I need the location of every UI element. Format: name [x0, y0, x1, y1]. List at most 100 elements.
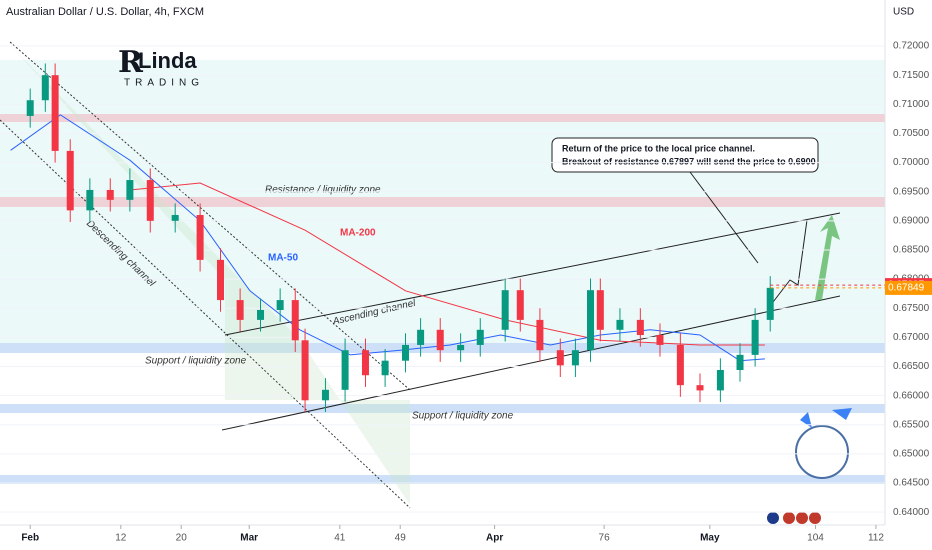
- y-tick-label: 0.71000: [893, 99, 930, 110]
- candle-body: [736, 354, 744, 371]
- callout-text: Breakout of resistance 0.67897 will send…: [562, 156, 816, 166]
- channel-line: [9, 41, 411, 391]
- candle-body: [236, 300, 244, 320]
- flag: [783, 512, 795, 524]
- zone-label: Support / liquidity zone: [145, 356, 247, 367]
- candle-body: [436, 329, 444, 351]
- candle-body: [417, 329, 425, 345]
- candle-body: [636, 319, 644, 336]
- candle-body: [86, 189, 94, 211]
- y-tick-label: 0.70000: [893, 157, 930, 168]
- candle-body: [587, 290, 595, 351]
- projection: [769, 219, 808, 307]
- channel-line: [224, 212, 841, 336]
- mascot-head: [795, 425, 849, 479]
- zone-label: Resistance / liquidity zone: [265, 185, 381, 196]
- candle-body: [766, 287, 774, 320]
- y-tick-label: 0.70500: [893, 128, 930, 139]
- candle-body: [146, 180, 154, 221]
- y-tick-label: 0.66500: [893, 361, 930, 372]
- x-tick-label: May: [700, 533, 720, 544]
- x-tick-label: 41: [334, 533, 346, 544]
- x-tick-label: 112: [868, 533, 884, 544]
- x-tick-label: Feb: [21, 533, 39, 544]
- flag: [767, 512, 779, 524]
- channel-fill: [10, 45, 410, 505]
- y-tick-label: 0.67500: [893, 303, 930, 314]
- moving-average: [10, 114, 765, 362]
- x-tick-label: 104: [807, 533, 824, 544]
- y-tick-label: 0.69000: [893, 215, 930, 226]
- price-tag-label: 0.67849: [888, 283, 925, 294]
- flag: [809, 512, 821, 524]
- candle-body: [596, 290, 604, 330]
- candle-body: [171, 215, 179, 221]
- candle-body: [381, 360, 389, 376]
- candle-body: [571, 350, 579, 366]
- y-tick-label: 0.72000: [893, 41, 930, 52]
- logo-tagline: TRADING: [124, 78, 204, 89]
- mascot: [795, 408, 852, 479]
- y-tick-label: 0.67000: [893, 332, 930, 343]
- candle-body: [291, 300, 299, 341]
- y-tick-label: 0.65000: [893, 449, 930, 460]
- candle-body: [26, 100, 34, 116]
- mascot-bow: [800, 408, 852, 428]
- candle-body: [401, 344, 409, 361]
- zone-label: Support / liquidity zone: [412, 411, 514, 422]
- symbol-title: Australian Dollar / U.S. Dollar, 4h, FXC…: [6, 6, 204, 18]
- candle-body: [656, 335, 664, 345]
- x-tick-label: 12: [115, 533, 127, 544]
- top-zone: [0, 114, 885, 122]
- candle-body: [341, 350, 349, 390]
- candle-body: [276, 300, 284, 310]
- logo-mark: R: [118, 45, 144, 80]
- candle-body: [301, 340, 309, 401]
- y-tick-label: 0.64500: [893, 478, 930, 489]
- callout: [551, 137, 819, 173]
- support-zone: [0, 404, 885, 413]
- flags: [767, 512, 821, 524]
- candle-body: [196, 215, 204, 260]
- bottom-zone: [0, 475, 885, 484]
- y-tick-label: 0.69500: [893, 186, 930, 197]
- ma-label: MA-50: [268, 253, 298, 264]
- y-tick-label: 0.66000: [893, 390, 930, 401]
- candle-body: [556, 350, 564, 366]
- x-tick-label: Apr: [486, 533, 503, 544]
- candle-body: [676, 344, 684, 386]
- candle-body: [361, 350, 369, 376]
- callout-text: Return of the price to the local price c…: [562, 143, 755, 153]
- candle-body: [501, 290, 509, 330]
- x-tick-label: 20: [176, 533, 188, 544]
- ma-label: MA-200: [340, 228, 376, 239]
- candle-body: [321, 389, 329, 401]
- candle-body: [536, 319, 544, 351]
- candle-body: [696, 385, 704, 391]
- flag: [796, 512, 808, 524]
- candle-body: [216, 259, 224, 301]
- x-tick-label: 49: [395, 533, 407, 544]
- candle-body: [257, 309, 265, 320]
- candle-body: [516, 290, 524, 320]
- candle-body: [51, 75, 59, 151]
- y-tick-label: 0.71500: [893, 70, 930, 81]
- candle-body: [41, 75, 49, 101]
- marks: 0.64000 0.64500 0.65000 0.65500 0.66000 0.665…: [0, 41, 932, 544]
- y-tick-label: 0.68500: [893, 245, 930, 256]
- price-tag: [885, 280, 932, 295]
- candle-body: [716, 370, 724, 391]
- y-tick-label: 0.64000: [893, 507, 930, 518]
- callout-line: [689, 171, 759, 264]
- y-tick-label: 0.65500: [893, 419, 930, 430]
- x-tick-label: Mar: [240, 533, 258, 544]
- candle-body: [751, 319, 759, 355]
- candle-body: [106, 189, 114, 200]
- candle-body: [126, 180, 134, 200]
- currency: USD: [893, 7, 914, 18]
- candle-body: [457, 344, 465, 351]
- resistance-zone: [0, 197, 885, 207]
- logo-name: Linda: [138, 48, 197, 73]
- candle-body: [66, 150, 74, 211]
